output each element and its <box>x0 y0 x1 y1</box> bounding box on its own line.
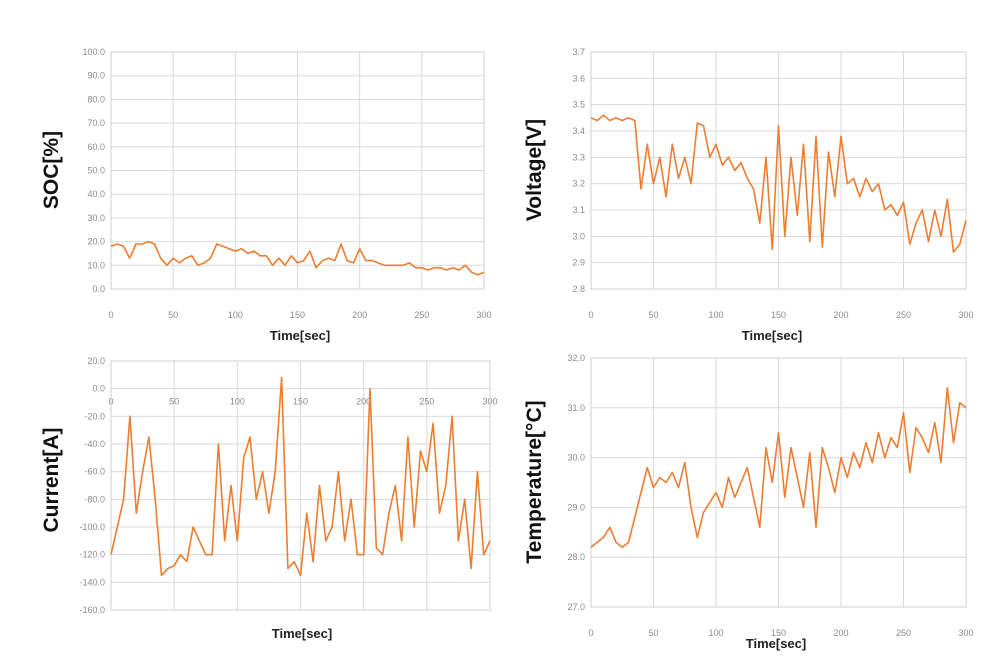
current-xlabel: Time[sec] <box>272 626 332 641</box>
temperature-series-line <box>590 387 967 549</box>
voltage-xtick-label: 300 <box>958 310 973 320</box>
current-ytick-label: -20.0 <box>84 411 105 421</box>
voltage-ytick-label: 3.2 <box>572 179 585 189</box>
voltage-xtick-label: 200 <box>833 310 848 320</box>
voltage-series-line <box>590 114 967 253</box>
voltage-xtick-label: 50 <box>648 310 658 320</box>
voltage-ytick-label: 3.0 <box>572 231 585 241</box>
current-ylabel: Current[A] <box>40 428 63 533</box>
current-ytick-label: -160.0 <box>79 605 105 615</box>
current-ytick-label: -100.0 <box>79 522 105 532</box>
soc-xtick-label: 0 <box>108 310 113 320</box>
voltage-chart: Voltage[V] Time[sec] 2.8 2.9 3.0 3.1 3.2 3.3 3… <box>523 47 974 343</box>
voltage-ytick-label: 3.5 <box>572 100 585 110</box>
soc-xlabel: Time[sec] <box>270 328 330 343</box>
voltage-ytick-label: 2.8 <box>572 284 585 294</box>
temperature-xtick-label: 250 <box>896 628 911 638</box>
current-ytick-label: -60.0 <box>84 467 105 477</box>
temperature-xtick-label: 0 <box>588 628 593 638</box>
current-series-line <box>110 376 491 577</box>
voltage-ytick-label: 3.1 <box>572 205 585 215</box>
current-xtick-label: 250 <box>419 397 434 407</box>
current-ytick-label: -80.0 <box>84 494 105 504</box>
current-xtick-label: 100 <box>230 397 245 407</box>
voltage-ytick-label: 3.7 <box>572 47 585 57</box>
current-ytick-label: -120.0 <box>79 550 105 560</box>
soc-xtick-label: 200 <box>352 310 367 320</box>
temperature-plot-frame <box>590 357 967 608</box>
voltage-xtick-label: 250 <box>896 310 911 320</box>
current-xtick-label: 50 <box>169 397 179 407</box>
soc-ytick-label: 60.0 <box>87 142 105 152</box>
voltage-plot-frame <box>590 51 967 290</box>
temperature-ytick-label: 31.0 <box>567 403 585 413</box>
temperature-ylabel: Temperature[°C] <box>523 400 546 563</box>
soc-ytick-label: 80.0 <box>87 94 105 104</box>
voltage-xlabel: Time[sec] <box>742 328 802 343</box>
current-ytick-label: -140.0 <box>79 577 105 587</box>
temperature-xtick-label: 300 <box>958 628 973 638</box>
current-chart: Current[A] Time[sec] -160.0 -140.0 -120.0 -… <box>40 356 498 641</box>
soc-xtick-label: 50 <box>168 310 178 320</box>
soc-ytick-label: 90.0 <box>87 71 105 81</box>
voltage-xtick-label: 150 <box>771 310 786 320</box>
temperature-ytick-label: 30.0 <box>567 453 585 463</box>
current-plot-frame <box>110 360 491 611</box>
temperature-ytick-label: 32.0 <box>567 353 585 363</box>
soc-xtick-label: 250 <box>414 310 429 320</box>
current-ytick-label: 0.0 <box>92 384 105 394</box>
voltage-ytick-label: 3.3 <box>572 152 585 162</box>
soc-ytick-label: 70.0 <box>87 118 105 128</box>
current-xtick-label: 150 <box>293 397 308 407</box>
soc-chart: SOC[%] Time[sec] 0.0 10.0 20.0 30.0 40.0 50.0… <box>40 47 492 343</box>
temperature-xtick-label: 200 <box>833 628 848 638</box>
soc-xtick-label: 300 <box>476 310 491 320</box>
temperature-xtick-label: 50 <box>648 628 658 638</box>
voltage-ytick-label: 3.4 <box>572 126 585 136</box>
soc-xtick-label: 150 <box>290 310 305 320</box>
soc-ytick-label: 30.0 <box>87 213 105 223</box>
current-xtick-label: 200 <box>356 397 371 407</box>
soc-plot-frame <box>110 51 485 290</box>
soc-xtick-label: 100 <box>228 310 243 320</box>
soc-ytick-label: 0.0 <box>92 284 105 294</box>
current-ytick-label: -40.0 <box>84 439 105 449</box>
temperature-xtick-label: 100 <box>708 628 723 638</box>
soc-ytick-label: 20.0 <box>87 237 105 247</box>
temperature-chart: Temperature[°C] Time[sec] 27.0 28.0 29.0 30… <box>523 353 974 651</box>
temperature-ytick-label: 27.0 <box>567 602 585 612</box>
temperature-ytick-label: 29.0 <box>567 502 585 512</box>
temperature-xtick-label: 150 <box>771 628 786 638</box>
voltage-ylabel: Voltage[V] <box>523 119 546 221</box>
voltage-xtick-label: 0 <box>588 310 593 320</box>
temperature-xlabel: Time[sec] <box>746 636 806 651</box>
temperature-ytick-label: 28.0 <box>567 552 585 562</box>
voltage-xtick-label: 100 <box>708 310 723 320</box>
current-ytick-label: 20.0 <box>87 356 105 366</box>
voltage-ytick-label: 2.9 <box>572 258 585 268</box>
soc-ytick-label: 40.0 <box>87 189 105 199</box>
soc-ytick-label: 100.0 <box>82 47 105 57</box>
soc-ytick-label: 10.0 <box>87 260 105 270</box>
soc-series-line <box>110 240 485 276</box>
voltage-ytick-label: 3.6 <box>572 73 585 83</box>
soc-ytick-label: 50.0 <box>87 166 105 176</box>
soc-ylabel: SOC[%] <box>40 131 63 209</box>
